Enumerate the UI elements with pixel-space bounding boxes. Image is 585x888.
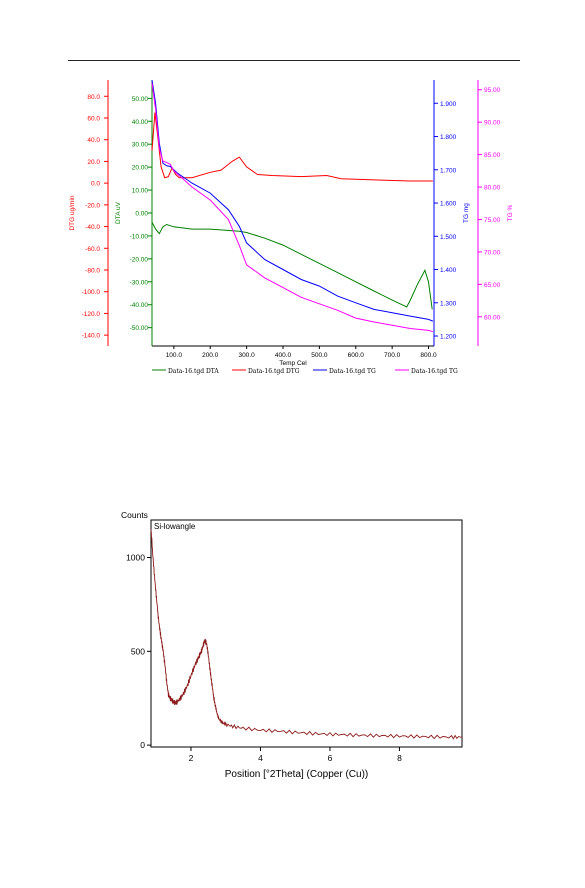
y-tick-label: 1000 [126,553,145,563]
x-tick-label: 4 [258,753,263,763]
tgmg-tick-label: 1.900 [440,101,457,108]
dtg-tick-label: 60.0 [87,116,100,123]
x-tick-label: 8 [397,753,402,763]
dtg-tick-label: -40.0 [85,224,100,231]
tgpct-tick-label: 70.00 [484,249,501,256]
dtg-tick-label: -80.0 [85,268,100,275]
xrd-chart: 0 500 1000 2 4 6 8 Counts Position [°2Theta] (Co… [121,510,463,780]
dtg-tick-label: -100.0 [82,289,101,296]
chart-title: Si-lowangle [154,522,196,531]
tgmg-tick-label: 1.500 [440,234,457,241]
y-tick-label: 0 [140,740,145,750]
dtg-tick-label: -60.0 [85,246,100,253]
dta-axis-title: DTA uV [115,201,122,224]
series-line-dtg [151,112,433,182]
tgmg-tick-label: 1.700 [440,167,457,174]
dtg-tick-label: 20.0 [87,159,100,166]
dtg-tick-label: -120.0 [82,311,101,318]
tgpct-tick-label: 80.00 [484,185,501,192]
series-line-xrd [150,529,463,740]
x-tick-label: 700.0 [384,352,401,359]
series-line-tgpct [151,83,434,333]
tgpct-tick-label: 95.00 [484,87,501,94]
tgmg-tick-label: 1.300 [440,300,457,307]
tgmg-tick-label: 1.600 [440,201,457,208]
tgpct-tick-label: 65.00 [484,282,501,289]
x-tick-label: 400.0 [275,352,292,359]
x-tick-label: 200.0 [202,352,219,359]
x-tick-label: 500.0 [311,352,328,359]
dta-tick-label: -20.00 [130,256,149,263]
dtg-tick-label: 40.0 [87,137,100,144]
x-tick-label: 100.0 [166,352,183,359]
tgmg-tick-label: 1.400 [440,267,457,274]
tgpct-tick-label: 90.00 [484,120,501,127]
tga-chart: 80.0 60.0 40.0 20.0 0.0 -20.0 -40.0 -60.0 -80.0 -… [69,79,514,375]
x-axis-title: Temp Cel [279,360,307,367]
dtg-axis-title: DTG ug/min [69,195,76,230]
dta-tick-label: -30.00 [130,279,149,286]
dta-tick-label: 0.00 [135,211,148,218]
x-tick-label: 2 [189,753,194,763]
tgmg-tick-label: 1.200 [440,334,457,341]
dtg-tick-label: -140.0 [82,333,101,340]
x-tick-label: 600.0 [348,352,365,359]
legend-label: Data-16.tgd DTA [168,368,219,375]
dtg-tick-label: 0.0 [91,181,100,188]
legend-label: Data-16.tgd DTG [248,368,300,375]
dta-tick-label: 50.00 [132,96,149,103]
legend-label: Data-16.tgd TG [411,368,458,375]
tgmg-axis-title: TG mg [463,203,470,223]
tgpct-tick-label: 60.00 [484,314,501,321]
x-axis-title: Position [°2Theta] (Copper (Cu)) [225,769,369,780]
x-tick-label: 300.0 [238,352,255,359]
tgpct-tick-label: 75.00 [484,217,501,224]
dta-tick-label: -40.00 [130,302,149,309]
tgmg-tick-label: 1.800 [440,134,457,141]
page-top-rule [68,60,520,61]
legend-label: Data-16.tgd TG [329,368,376,375]
dta-tick-label: -50.00 [130,325,149,332]
dta-tick-label: 20.00 [132,165,149,172]
series-line-dta [151,221,433,310]
dta-tick-label: -10.00 [130,233,149,240]
y-tick-label: 500 [131,646,145,656]
y-axis-title: Counts [121,510,148,520]
x-tick-label: 800.0 [420,352,437,359]
dta-tick-label: 10.00 [132,188,149,195]
plot-frame [150,519,463,748]
tgpct-tick-label: 85.00 [484,152,501,159]
dta-tick-label: 40.00 [132,119,149,126]
dtg-tick-label: 80.0 [87,94,100,101]
x-tick-label: 6 [328,753,333,763]
tgpct-axis-title: TG % [507,204,514,221]
dtg-tick-label: -20.0 [85,202,100,209]
series-line-tgmg [151,79,434,322]
dta-tick-label: 30.00 [132,142,149,149]
